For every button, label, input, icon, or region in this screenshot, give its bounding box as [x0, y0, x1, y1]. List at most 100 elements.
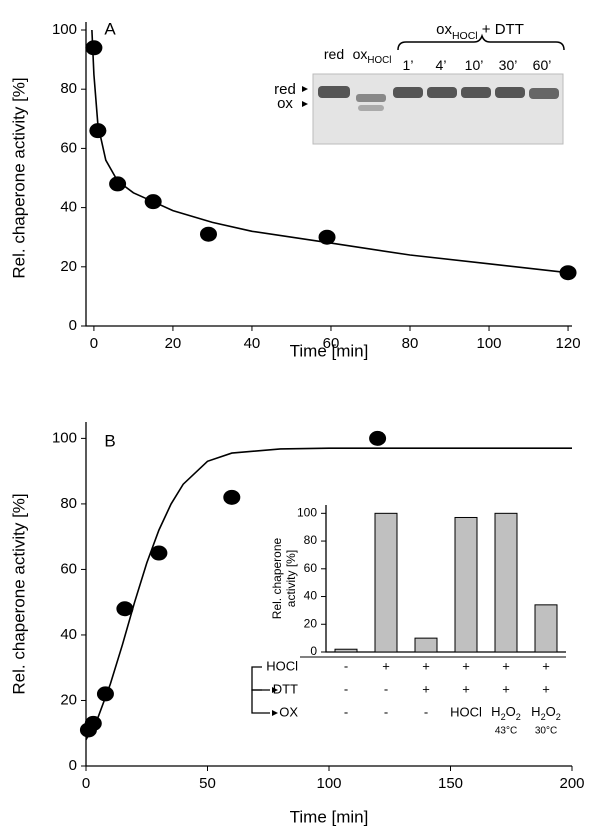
- y-tick-label: 100: [52, 21, 77, 38]
- bar: [534, 604, 558, 653]
- x-tick-label: 150: [438, 775, 463, 792]
- x-tick-label: 80: [402, 335, 419, 352]
- label-part: O: [506, 704, 516, 719]
- label-part: ox: [353, 46, 368, 62]
- y-axis-title: Rel. chaperone activity [%]: [9, 493, 28, 694]
- x-tick-label: 60: [323, 335, 340, 352]
- y-tick-label: 60: [60, 139, 77, 156]
- data-point: [109, 176, 127, 192]
- condition-cell: -: [384, 681, 388, 696]
- label-part: 60’: [533, 57, 552, 73]
- rich-label: 30’: [499, 57, 518, 73]
- x-tick-label: 120: [556, 335, 581, 352]
- label-part: 2: [516, 712, 521, 722]
- y-tick-label: 100: [297, 505, 317, 519]
- data-point: [318, 229, 336, 245]
- x-tick-label: 0: [90, 335, 98, 352]
- label-part: 1’: [403, 57, 414, 73]
- y-tick-label: 0: [69, 317, 77, 334]
- y-tick-label: 40: [304, 589, 318, 603]
- label-part: 2: [541, 712, 546, 722]
- label-part: 4’: [436, 57, 447, 73]
- panel-label: B: [104, 431, 115, 450]
- fit-line: [85, 447, 572, 741]
- data-point: [150, 545, 168, 561]
- condition-cell: -: [424, 704, 428, 719]
- bar: [494, 512, 518, 653]
- y-tick-label: 60: [60, 560, 77, 577]
- condition-cell: +: [502, 658, 510, 673]
- x-tick-label: 200: [559, 775, 584, 792]
- condition-cell: +: [382, 658, 390, 673]
- bar: [414, 637, 438, 653]
- data-point: [84, 715, 102, 731]
- x-tick-label: 20: [165, 335, 182, 352]
- data-point: [144, 194, 162, 210]
- label-part: HOCl: [367, 55, 391, 66]
- data-point: [559, 265, 577, 281]
- y-tick-label: 0: [69, 757, 77, 774]
- panel-label: A: [104, 19, 116, 38]
- condition-cell: -: [344, 681, 348, 696]
- x-tick-label: 100: [316, 775, 341, 792]
- data-point: [223, 489, 241, 505]
- label-part: red: [324, 46, 344, 62]
- axes: [325, 505, 566, 653]
- band-label: red: [274, 81, 296, 98]
- label-part: 30’: [499, 57, 518, 73]
- band-label: ox: [277, 95, 293, 112]
- condition-cell: +: [422, 681, 430, 696]
- gel-image: [302, 33, 565, 145]
- condition-name: HOCl: [266, 658, 298, 673]
- label-part: 2: [501, 712, 506, 722]
- condition-note: 30°C: [535, 726, 557, 737]
- condition-cell: +: [542, 658, 550, 673]
- condition-name: OX: [279, 704, 298, 719]
- rich-label: 1’: [403, 57, 414, 73]
- condition-note: 43°C: [495, 726, 517, 737]
- y-tick-label: 100: [52, 429, 77, 446]
- data-point: [85, 40, 103, 56]
- x-tick-label: 100: [477, 335, 502, 352]
- condition-cell: +: [422, 658, 430, 673]
- label-part: O: [546, 704, 556, 719]
- rich-label: red: [324, 46, 344, 62]
- data-point: [199, 226, 217, 242]
- y-tick-label: 20: [304, 616, 318, 630]
- condition-arrows: [251, 656, 566, 716]
- x-tick-label: 40: [244, 335, 261, 352]
- bar: [374, 512, 398, 653]
- x-axis-title: Time [min]: [290, 341, 369, 360]
- bar: [334, 648, 358, 653]
- x-tick-label: 50: [199, 775, 216, 792]
- rich-label: 10’: [465, 57, 484, 73]
- condition-cell: +: [542, 681, 550, 696]
- y-axis-title: Rel. chaperone: [270, 537, 284, 619]
- y-axis-title: Rel. chaperone activity [%]: [9, 77, 28, 278]
- y-tick-label: 20: [60, 258, 77, 275]
- rich-label: 60’: [533, 57, 552, 73]
- y-tick-label: 40: [60, 199, 77, 216]
- y-tick-label: 60: [304, 561, 318, 575]
- y-tick-label: 0: [310, 644, 317, 658]
- y-tick-label: 20: [60, 691, 77, 708]
- y-tick-label: 80: [304, 533, 318, 547]
- rich-label: H2O2: [531, 704, 561, 722]
- label-part: H: [491, 704, 500, 719]
- condition-cell: +: [462, 658, 470, 673]
- condition-cell: +: [462, 681, 470, 696]
- data-point: [96, 686, 114, 702]
- x-axis-title: Time [min]: [290, 807, 369, 826]
- label-part: H: [531, 704, 540, 719]
- rich-label: oxHOCl: [353, 46, 392, 66]
- bar: [454, 516, 478, 653]
- rich-label: H2O2: [491, 704, 521, 722]
- rich-label: 4’: [436, 57, 447, 73]
- rich-label: oxHOCl + DTT: [436, 21, 524, 42]
- x-tick-label: 0: [82, 775, 90, 792]
- condition-cell: -: [344, 704, 348, 719]
- condition-cell: +: [502, 681, 510, 696]
- label-part: 10’: [465, 57, 484, 73]
